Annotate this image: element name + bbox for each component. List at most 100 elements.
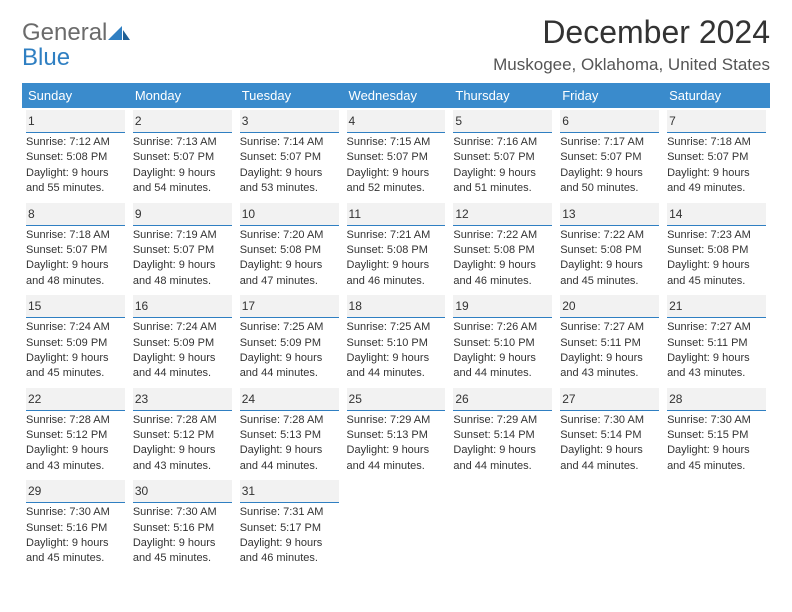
calendar-day-cell: 20Sunrise: 7:27 AMSunset: 5:11 PMDayligh… bbox=[556, 293, 663, 386]
day-number: 22 bbox=[28, 392, 41, 406]
sunset-label: Sunset: bbox=[133, 151, 170, 163]
day-number-row: 13 bbox=[560, 203, 659, 226]
sunrise-line: Sunrise: 7:30 AM bbox=[26, 505, 125, 520]
sunset-label: Sunset: bbox=[240, 151, 277, 163]
sunset-line: Sunset: 5:08 PM bbox=[26, 150, 125, 165]
sunset-label: Sunset: bbox=[26, 429, 63, 441]
daylight-line: Daylight: 9 hours and 47 minutes. bbox=[240, 258, 339, 289]
sunrise-value: 7:28 AM bbox=[283, 414, 323, 426]
sunset-line: Sunset: 5:07 PM bbox=[133, 243, 232, 258]
daylight-label: Daylight: bbox=[240, 167, 283, 179]
sunrise-value: 7:27 AM bbox=[710, 321, 750, 333]
sunrise-label: Sunrise: bbox=[560, 321, 600, 333]
sunset-label: Sunset: bbox=[240, 337, 277, 349]
calendar-day-cell: 9Sunrise: 7:19 AMSunset: 5:07 PMDaylight… bbox=[129, 201, 236, 294]
sunset-line: Sunset: 5:16 PM bbox=[26, 521, 125, 536]
daylight-label: Daylight: bbox=[560, 167, 603, 179]
daylight-label: Daylight: bbox=[453, 167, 496, 179]
sunset-label: Sunset: bbox=[560, 151, 597, 163]
sunset-value: 5:16 PM bbox=[173, 522, 214, 534]
day-number-row: 10 bbox=[240, 203, 339, 226]
calendar-week-row: 22Sunrise: 7:28 AMSunset: 5:12 PMDayligh… bbox=[22, 386, 770, 479]
sunset-value: 5:12 PM bbox=[66, 429, 107, 441]
sunrise-value: 7:23 AM bbox=[710, 229, 750, 241]
weekday-header: Tuesday bbox=[236, 83, 343, 108]
day-details: Sunrise: 7:18 AMSunset: 5:07 PMDaylight:… bbox=[667, 135, 766, 197]
sunrise-line: Sunrise: 7:25 AM bbox=[347, 320, 446, 335]
day-number: 29 bbox=[28, 484, 41, 498]
sunrise-value: 7:30 AM bbox=[176, 506, 216, 518]
sunrise-value: 7:31 AM bbox=[283, 506, 323, 518]
daylight-line: Daylight: 9 hours and 43 minutes. bbox=[133, 443, 232, 474]
sunrise-line: Sunrise: 7:27 AM bbox=[560, 320, 659, 335]
day-number: 1 bbox=[28, 114, 35, 128]
sunset-label: Sunset: bbox=[667, 429, 704, 441]
sunrise-line: Sunrise: 7:21 AM bbox=[347, 228, 446, 243]
sunrise-value: 7:19 AM bbox=[176, 229, 216, 241]
day-number-row: 4 bbox=[347, 110, 446, 133]
sunset-line: Sunset: 5:11 PM bbox=[667, 336, 766, 351]
logo-word-general: General bbox=[22, 19, 107, 46]
sunset-value: 5:07 PM bbox=[387, 151, 428, 163]
calendar-day-cell: 30Sunrise: 7:30 AMSunset: 5:16 PMDayligh… bbox=[129, 478, 236, 571]
sunrise-value: 7:25 AM bbox=[283, 321, 323, 333]
daylight-line: Daylight: 9 hours and 45 minutes. bbox=[26, 536, 125, 567]
calendar-day-cell: 23Sunrise: 7:28 AMSunset: 5:12 PMDayligh… bbox=[129, 386, 236, 479]
day-number: 7 bbox=[669, 114, 676, 128]
sunset-line: Sunset: 5:14 PM bbox=[560, 428, 659, 443]
sunrise-value: 7:15 AM bbox=[390, 136, 430, 148]
sunrise-value: 7:24 AM bbox=[176, 321, 216, 333]
sunrise-value: 7:14 AM bbox=[283, 136, 323, 148]
calendar-day-cell: 31Sunrise: 7:31 AMSunset: 5:17 PMDayligh… bbox=[236, 478, 343, 571]
sunrise-line: Sunrise: 7:15 AM bbox=[347, 135, 446, 150]
sunset-label: Sunset: bbox=[560, 337, 597, 349]
sunrise-line: Sunrise: 7:13 AM bbox=[133, 135, 232, 150]
sunrise-line: Sunrise: 7:24 AM bbox=[26, 320, 125, 335]
sunset-label: Sunset: bbox=[26, 244, 63, 256]
daylight-line: Daylight: 9 hours and 54 minutes. bbox=[133, 166, 232, 197]
day-number-row: 3 bbox=[240, 110, 339, 133]
day-details: Sunrise: 7:27 AM Sunset: 5:11 PMDaylight:… bbox=[667, 320, 766, 382]
sunrise-label: Sunrise: bbox=[240, 136, 280, 148]
sunrise-line: Sunrise: 7:20 AM bbox=[240, 228, 339, 243]
sunset-line: Sunset: 5:07 PM bbox=[560, 150, 659, 165]
sunset-line: Sunset: 5:07 PM bbox=[133, 150, 232, 165]
calendar-day-cell: 17Sunrise: 7:25 AMSunset: 5:09 PMDayligh… bbox=[236, 293, 343, 386]
day-number: 11 bbox=[349, 207, 361, 221]
day-number-row: 22 bbox=[26, 388, 125, 411]
calendar-day-cell: 8Sunrise: 7:18 AMSunset: 5:07 PMDaylight… bbox=[22, 201, 129, 294]
daylight-line: Daylight: 9 hours and 44 minutes. bbox=[240, 351, 339, 382]
daylight-line: Daylight: 9 hours and 43 minutes. bbox=[667, 351, 766, 382]
day-details: Sunrise: 7:25 AMSunset: 5:10 PMDaylight:… bbox=[347, 320, 446, 382]
sunset-value: 5:17 PM bbox=[280, 522, 321, 534]
calendar-day-cell bbox=[449, 478, 556, 571]
sunset-line: Sunset: 5:07 PM bbox=[26, 243, 125, 258]
sunrise-label: Sunrise: bbox=[240, 321, 280, 333]
day-number-row: 15 bbox=[26, 295, 125, 318]
daylight-line: Daylight: 9 hours and 44 minutes. bbox=[453, 443, 552, 474]
daylight-label: Daylight: bbox=[560, 259, 603, 271]
day-number-row: 19 bbox=[453, 295, 552, 318]
day-number-row: 16 bbox=[133, 295, 232, 318]
sunrise-label: Sunrise: bbox=[667, 321, 707, 333]
daylight-line: Daylight: 9 hours and 44 minutes. bbox=[133, 351, 232, 382]
day-number: 17 bbox=[242, 299, 255, 313]
sunset-label: Sunset: bbox=[347, 151, 384, 163]
sunrise-value: 7:13 AM bbox=[176, 136, 216, 148]
sunrise-value: 7:22 AM bbox=[497, 229, 537, 241]
sunrise-value: 7:28 AM bbox=[176, 414, 216, 426]
calendar-day-cell bbox=[343, 478, 450, 571]
sunset-value: 5:14 PM bbox=[601, 429, 642, 441]
sunset-label: Sunset: bbox=[347, 244, 384, 256]
sunset-line: Sunset: 5:09 PM bbox=[133, 336, 232, 351]
month-title: December 2024 bbox=[493, 14, 770, 51]
daylight-label: Daylight: bbox=[667, 259, 710, 271]
day-number-row: 28 bbox=[667, 388, 766, 411]
sunrise-value: 7:22 AM bbox=[604, 229, 644, 241]
day-number-row: 1 bbox=[26, 110, 125, 133]
day-details: Sunrise: 7:20 AMSunset: 5:08 PMDaylight:… bbox=[240, 228, 339, 290]
calendar-day-cell: 29 Sunrise: 7:30 AMSunset: 5:16 PMDayligh… bbox=[22, 478, 129, 571]
sunset-line: Sunset: 5:14 PM bbox=[453, 428, 552, 443]
sunset-value: 5:08 PM bbox=[601, 244, 642, 256]
sunrise-label: Sunrise: bbox=[133, 136, 173, 148]
